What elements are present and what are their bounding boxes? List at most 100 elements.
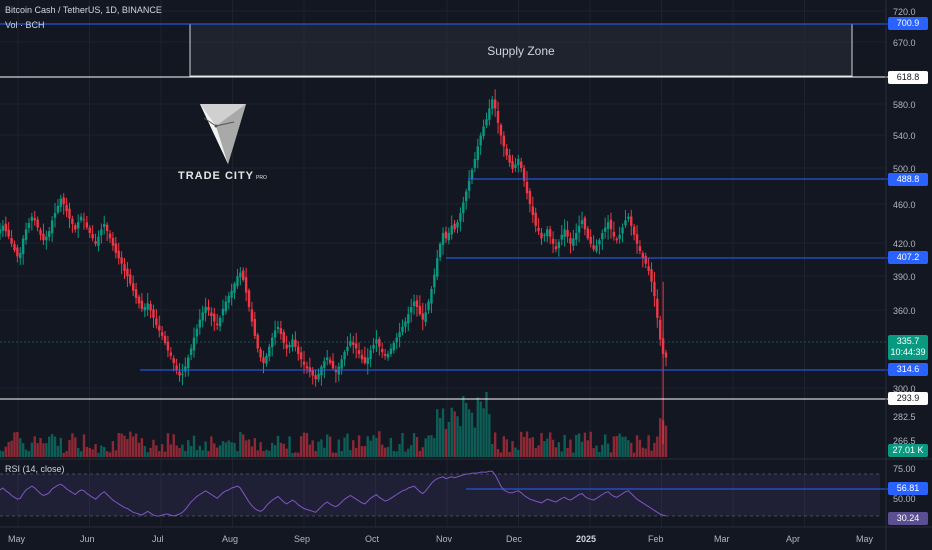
trade-city-logo-icon [182, 98, 274, 186]
price-tag-support-1[interactable]: 314.6 [888, 363, 928, 376]
symbol-title[interactable]: Bitcoin Cash / TetherUS, 1D, BINANCE [5, 5, 162, 15]
time-axis-label: 2025 [576, 534, 597, 544]
volume-bar [421, 447, 424, 457]
volume-bar [427, 435, 430, 457]
volume-bar [146, 452, 149, 457]
candle-body [158, 325, 161, 331]
candle-body [514, 164, 517, 168]
candle-body [79, 216, 83, 221]
candle-body [424, 312, 427, 323]
volume-bar [438, 417, 442, 457]
volume-bar [624, 436, 627, 457]
volume-bar [433, 438, 436, 457]
volume-bar [328, 436, 332, 457]
volume-bar [175, 445, 178, 457]
volume-bar [7, 442, 10, 457]
volume-bar [595, 445, 598, 457]
candle-body [291, 339, 294, 348]
rsi-level-tag[interactable]: 56.81 [888, 482, 928, 495]
candle-body [311, 370, 314, 376]
volume-value-tag: 27.01 K [888, 444, 928, 457]
volume-bar [621, 436, 624, 457]
rsi-indicator-label[interactable]: RSI (14, close) [5, 464, 65, 474]
candle-body [540, 232, 543, 239]
volume-bar [265, 449, 268, 457]
rsi-band [0, 474, 880, 516]
candle-body [155, 318, 158, 326]
candle-body [68, 208, 71, 219]
candle-body [297, 346, 300, 354]
candle-body [13, 243, 16, 251]
candle-body [369, 350, 372, 360]
volume-bar [172, 434, 175, 457]
price-axis-label: 360.0 [893, 306, 916, 316]
volume-bar [508, 451, 511, 457]
supply-zone-label: Supply Zone [487, 44, 555, 58]
volume-bar [650, 450, 653, 457]
volume-bar [123, 435, 126, 457]
candle-body [560, 234, 563, 240]
candle-body [621, 227, 624, 234]
candle-body [598, 240, 601, 245]
candle-body [543, 234, 546, 236]
time-axis-label: Dec [506, 534, 523, 544]
volume-bar [354, 447, 358, 457]
candle-body [181, 373, 184, 375]
volume-bar [36, 443, 39, 457]
candle-body [294, 339, 297, 347]
candle-body [88, 227, 91, 233]
volume-bar [534, 448, 537, 457]
volume-bar [635, 435, 639, 457]
candle-body [447, 232, 451, 241]
candle-body [323, 361, 326, 368]
candle-body [476, 146, 479, 161]
volume-bar [140, 438, 144, 457]
volume-bar [288, 436, 291, 457]
candle-body [493, 99, 497, 109]
volume-bar [24, 449, 28, 457]
volume-indicator-label[interactable]: Vol · BCH [5, 20, 45, 30]
volume-bar [181, 444, 184, 457]
price-tag-supply-bottom[interactable]: 618.8 [888, 71, 928, 84]
volume-bar [195, 450, 199, 457]
volume-bar [349, 450, 352, 457]
candle-body [143, 306, 146, 311]
price-tag-supply-top[interactable]: 700.9 [888, 17, 928, 30]
volume-bar [618, 433, 621, 457]
candle-body [459, 213, 462, 222]
volume-bar [227, 440, 230, 457]
candle-body [343, 352, 346, 360]
volume-bar [74, 437, 77, 457]
candlestick-series[interactable] [0, 89, 668, 445]
candle-body [21, 238, 25, 255]
volume-bar [108, 452, 112, 457]
candle-body [172, 358, 175, 363]
candle-body [352, 342, 355, 345]
volume-bar [314, 450, 317, 457]
volume-bar [137, 442, 141, 457]
candle-body [0, 229, 2, 233]
price-tag-resistance-2[interactable]: 407.2 [888, 251, 928, 264]
volume-bar [401, 432, 404, 457]
candle-body [250, 309, 254, 322]
volume-bar [450, 407, 453, 457]
volume-bar [82, 434, 86, 457]
horizontal-levels[interactable] [0, 23, 888, 400]
volume-bar [436, 409, 439, 457]
last-price-value: 335.7 [896, 336, 920, 346]
volume-bar [615, 436, 618, 457]
time-axis-label: Jul [152, 534, 164, 544]
candle-body [627, 216, 630, 220]
candle-body [583, 217, 587, 230]
price-tag-support-2[interactable]: 293.9 [888, 392, 928, 405]
volume-bar [609, 452, 613, 457]
trade-city-logo-text: TRADE CITY PRO [178, 170, 267, 182]
volume-bar [459, 426, 462, 457]
last-price-tag[interactable]: 335.7 10:44:39 [888, 335, 928, 360]
volume-bar [572, 452, 575, 457]
price-tag-resistance-1[interactable]: 488.8 [888, 173, 928, 186]
volume-bar [103, 447, 106, 457]
volume-bar [424, 438, 427, 457]
candle-body [149, 303, 152, 311]
